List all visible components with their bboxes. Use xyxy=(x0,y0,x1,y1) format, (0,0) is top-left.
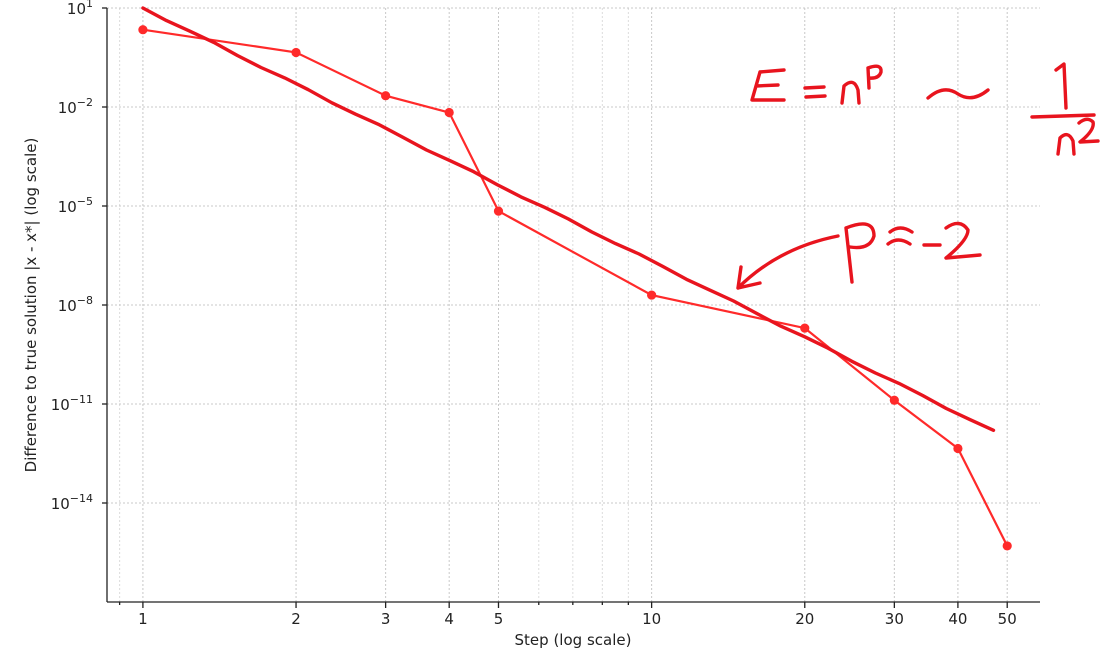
formula-equals xyxy=(803,85,827,99)
slope-letter-p xyxy=(844,222,876,284)
x-tick-label: 1 xyxy=(138,610,148,628)
x-tick-label: 30 xyxy=(885,610,904,628)
data-point xyxy=(1002,541,1012,551)
data-point xyxy=(291,47,301,58)
x-axis-label: Step (log scale) xyxy=(515,631,632,649)
y-tick-label: 10−8 xyxy=(58,294,93,315)
x-tick-label: 2 xyxy=(291,610,301,628)
formula-letter-n xyxy=(840,80,861,105)
y-tick-label: 10−2 xyxy=(58,96,93,117)
handwritten-slope-note xyxy=(736,221,982,290)
data-point xyxy=(800,323,810,333)
data-point xyxy=(953,443,963,454)
y-tick-labels: 10−14 10−11 10−8 10−5 10−2 101 xyxy=(51,0,107,513)
handwritten-formula xyxy=(750,62,1100,156)
x-tick-label: 4 xyxy=(444,610,454,628)
formula-fraction-bar xyxy=(1030,113,1096,119)
formula-exponent-two xyxy=(1077,117,1100,144)
data-point xyxy=(381,91,391,101)
series-line xyxy=(142,28,1009,547)
x-tick-label: 20 xyxy=(795,610,814,628)
y-tick-label: 10−11 xyxy=(51,393,93,414)
data-point xyxy=(444,107,454,118)
slope-approx-sign xyxy=(886,226,914,246)
formula-exponent-p xyxy=(866,64,883,90)
formula-numerator-one xyxy=(1054,62,1068,110)
formula-letter-e xyxy=(750,68,786,102)
x-tick-label: 5 xyxy=(494,610,504,628)
slope-digit-two xyxy=(944,221,982,260)
formula-tilde xyxy=(926,88,990,100)
handwritten-annotations xyxy=(141,6,1100,432)
y-tick-label: 101 xyxy=(67,0,93,18)
data-point xyxy=(647,290,657,300)
data-point xyxy=(138,25,148,35)
x-tick-label: 40 xyxy=(948,610,967,628)
handwritten-fit-line xyxy=(141,6,996,432)
slope-arrow xyxy=(736,234,840,290)
y-tick-label: 10−14 xyxy=(51,492,93,513)
x-tick-labels: 1 2 3 4 5 10 20 30 40 50 xyxy=(118,602,1017,628)
x-tick-label: 10 xyxy=(642,610,661,628)
y-axis-label: Difference to true solution |x - x*| (lo… xyxy=(22,138,40,473)
x-tick-label: 3 xyxy=(381,610,391,628)
data-point xyxy=(493,206,504,216)
x-tick-label: 50 xyxy=(998,610,1017,628)
formula-denominator-n xyxy=(1056,132,1076,156)
data-point xyxy=(889,395,899,405)
error-series xyxy=(138,25,1012,551)
y-tick-label: 10−5 xyxy=(58,195,93,216)
grid-lines xyxy=(107,7,1040,602)
